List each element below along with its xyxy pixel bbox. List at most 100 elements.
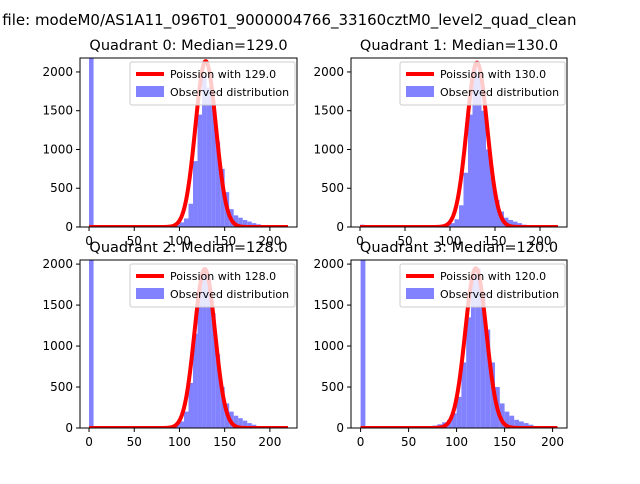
x-tick-label: 50 (127, 435, 142, 449)
histogram-bar (211, 102, 216, 227)
histogram-bar (508, 220, 513, 227)
y-tick-label: 2000 (42, 257, 73, 271)
histogram-bar (454, 219, 459, 227)
y-tick-label: 1000 (42, 339, 73, 353)
histogram-bar (463, 172, 468, 227)
x-tick-label: 0 (356, 234, 364, 248)
histogram-bar (472, 68, 477, 227)
legend-box (129, 61, 296, 106)
histogram-bar (450, 223, 455, 227)
legend-label-fit: Poission with 130.0 (440, 68, 546, 81)
axes-frame (79, 259, 298, 429)
x-tick-label: 150 (213, 234, 236, 248)
y-tick-label: 2000 (42, 65, 73, 79)
x-tick-label: 100 (168, 234, 191, 248)
histogram-bar (179, 222, 184, 227)
legend-box (399, 263, 566, 308)
histogram-bar (197, 114, 203, 227)
legend-label-fit: Poission with 128.0 (170, 270, 276, 283)
y-tick-label: 0 (336, 421, 344, 435)
y-tick-label: 1000 (42, 142, 73, 156)
quadrant-0-title: Quadrant 0: Median=129.0 (89, 38, 287, 54)
legend: Poission with 129.0 Observed distribution (129, 61, 296, 106)
quadrant-1-title: Quadrant 1: Median=130.0 (360, 38, 558, 54)
histogram-bar (468, 114, 473, 227)
legend-box (399, 61, 566, 106)
histogram-bar (238, 418, 243, 428)
x-tick-label: 200 (529, 234, 552, 248)
histogram-bar (233, 415, 239, 428)
legend: Poission with 120.0 Observed distribution (399, 263, 566, 308)
poisson-fit-line (358, 60, 560, 227)
histogram-bar (519, 421, 524, 428)
histogram-bar (202, 268, 207, 428)
legend-label-hist: Observed distribution (170, 86, 289, 99)
y-tick-label: 1500 (42, 298, 73, 312)
x-tick-label: 200 (258, 435, 281, 449)
histogram-bar (233, 215, 239, 227)
legend-hist-swatch (136, 86, 164, 97)
x-tick-label: 150 (493, 435, 516, 449)
y-tick-label: 1000 (313, 339, 344, 353)
y-tick-label: 0 (336, 220, 344, 234)
histogram-bar (193, 161, 198, 227)
y-tick-label: 0 (65, 421, 73, 435)
histogram-bar (477, 75, 482, 227)
histogram-bar (206, 280, 212, 428)
histogram-bar (183, 218, 189, 227)
histogram-bar (242, 420, 248, 428)
poisson-fit-line (359, 266, 559, 428)
histogram-bar (451, 413, 457, 428)
histogram-bar (89, 58, 94, 227)
y-tick-label: 1500 (313, 104, 344, 118)
histogram-bar (215, 354, 221, 428)
histogram-bar (242, 220, 248, 227)
legend-hist-swatch (406, 288, 434, 299)
histogram-bar (188, 203, 194, 227)
legend-hist-swatch (136, 288, 164, 299)
y-tick-label: 1000 (313, 142, 344, 156)
histogram-bar (485, 329, 491, 428)
x-tick-label: 100 (168, 435, 191, 449)
histogram-bar (466, 317, 471, 428)
x-tick-label: 150 (484, 234, 507, 248)
x-tick-label: 0 (85, 435, 93, 449)
quadrant-2-title: Quadrant 2: Median=128.0 (89, 240, 287, 256)
histogram-bar (461, 362, 467, 428)
x-tick-label: 50 (401, 435, 416, 449)
legend-label-hist: Observed distribution (440, 288, 559, 301)
x-tick-label: 50 (127, 234, 142, 248)
histogram-bar (215, 141, 221, 227)
histogram-bar (481, 110, 486, 227)
histogram-bar (206, 87, 212, 227)
axes-frame (350, 57, 568, 228)
histogram-bar (197, 288, 203, 428)
histogram-bar (188, 382, 194, 428)
legend-hist-swatch (406, 86, 434, 97)
histogram-bar (211, 313, 216, 428)
quadrant-1-plot-area (358, 60, 560, 227)
legend-box (129, 263, 296, 308)
legend: Poission with 128.0 Observed distribution (129, 263, 296, 308)
histogram-bar (89, 260, 94, 428)
legend: Poission with 130.0 Observed distribution (399, 61, 566, 106)
histogram-bar (247, 423, 252, 428)
histogram-bar (486, 149, 491, 227)
histogram-bar (202, 75, 207, 227)
x-tick-label: 100 (439, 234, 462, 248)
legend-label-hist: Observed distribution (170, 288, 289, 301)
histogram-bar (220, 387, 225, 428)
histogram-bar (475, 268, 481, 428)
x-tick-label: 0 (85, 234, 93, 248)
y-tick-label: 2000 (313, 65, 344, 79)
y-tick-label: 1500 (42, 104, 73, 118)
histogram-bar (514, 419, 519, 428)
x-tick-label: 150 (213, 435, 236, 449)
figure-suptitle: n file: modeM0/AS1A11_096T01_9000004766_… (0, 11, 577, 30)
x-tick-label: 200 (258, 234, 281, 248)
y-tick-label: 500 (321, 181, 344, 195)
